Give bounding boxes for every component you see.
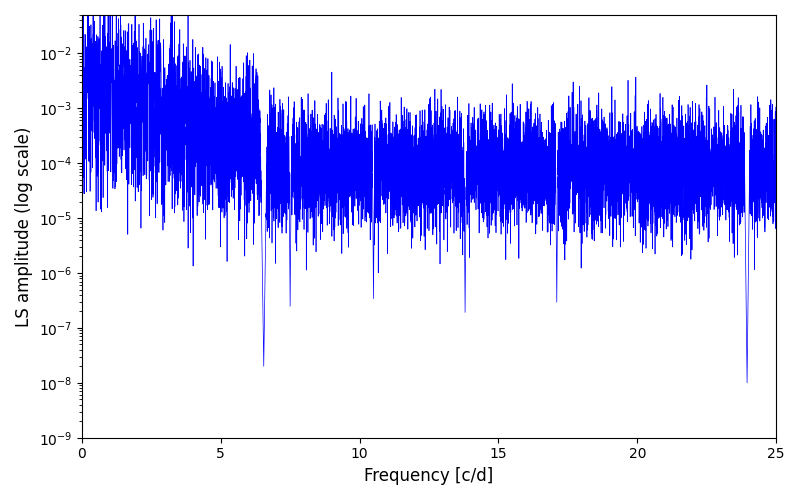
X-axis label: Frequency [c/d]: Frequency [c/d] (364, 467, 494, 485)
Y-axis label: LS amplitude (log scale): LS amplitude (log scale) (15, 126, 33, 326)
